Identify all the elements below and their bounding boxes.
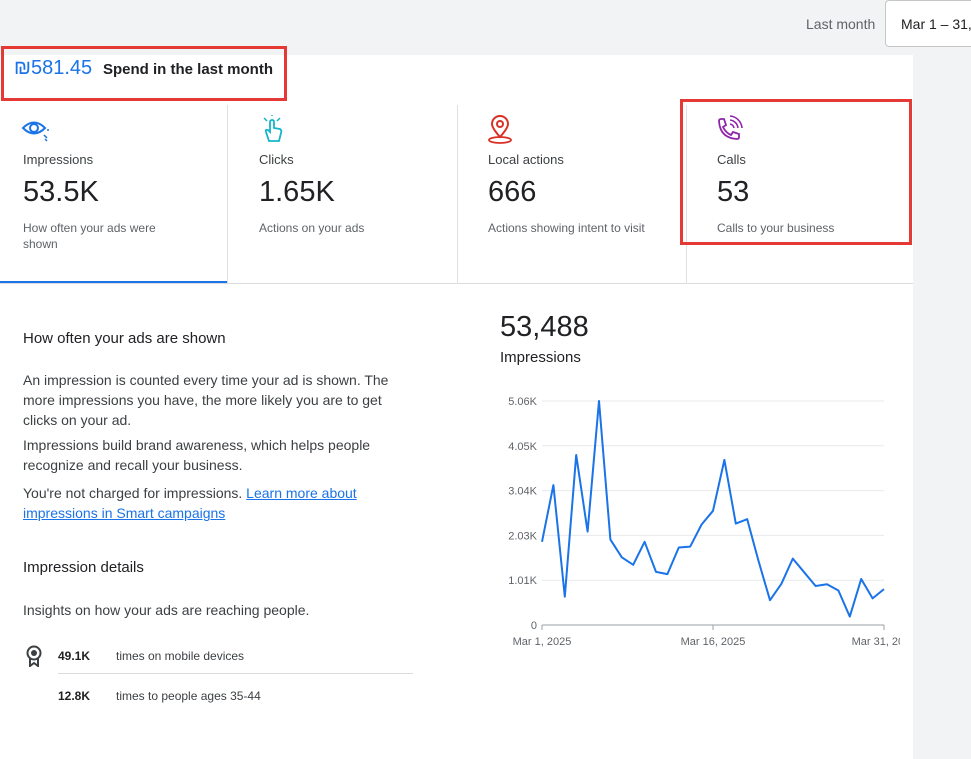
- metric-clicks[interactable]: Clicks 1.65K Actions on your ads: [228, 105, 457, 283]
- y-tick-label: 2.03K: [508, 530, 537, 542]
- impressions-line-chart: 0 1.01K 2.03K 3.04K 4.05K 5.06K Mar 1, 2025 Mar…: [508, 396, 900, 648]
- performance-card: [0, 55, 913, 759]
- x-tick-label: Mar 31, 2025: [852, 636, 900, 648]
- info-paragraph: An impression is counted every time your…: [23, 372, 389, 428]
- metric-description: Actions showing intent to visit: [488, 221, 645, 235]
- info-text: You're not charged for impressions.: [23, 485, 247, 501]
- x-tick-label: Mar 1, 2025: [513, 636, 572, 648]
- metric-value: 53.5K: [23, 176, 99, 208]
- metric-divider: [227, 105, 228, 283]
- eye-icon: [21, 121, 49, 142]
- period-label: Last month: [806, 16, 876, 32]
- metric-description: How often your ads were shown: [23, 221, 156, 251]
- pointer-click-icon: [263, 115, 283, 142]
- y-tick-label: 1.01K: [508, 575, 537, 587]
- metric-description: Actions on your ads: [259, 221, 365, 235]
- y-tick-label: 0: [531, 620, 537, 632]
- metric-value: 1.65K: [259, 176, 335, 208]
- spend-highlight-box: [1, 46, 287, 101]
- date-range-dropdown[interactable]: Mar 1 – 31, 2025: [885, 0, 971, 47]
- metric-divider: [457, 105, 458, 283]
- y-tick-label: 5.06K: [508, 396, 537, 408]
- metric-description: Calls to your business: [717, 221, 835, 235]
- learn-more-link[interactable]: Learn more about impressions in Smart ca…: [23, 485, 357, 521]
- y-tick-label: 3.04K: [508, 486, 537, 498]
- metric-label: Impressions: [23, 152, 94, 167]
- chart-label: Impressions: [500, 349, 581, 366]
- calls-highlight-box: [680, 99, 912, 245]
- metric-divider: [686, 105, 687, 283]
- phone-call-icon: [718, 115, 743, 140]
- top-bar: Last month Mar 1 – 31, 2025: [0, 0, 971, 55]
- detail-text: times on mobile devices: [116, 649, 245, 663]
- metric-impressions[interactable]: Impressions 53.5K How often your ads wer…: [0, 105, 227, 283]
- info-paragraph: Impressions build brand awareness, which…: [23, 437, 371, 473]
- x-tick-label: Mar 16, 2025: [681, 636, 746, 648]
- details-subtitle: Insights on how your ads are reaching pe…: [23, 602, 310, 618]
- metric-local-actions[interactable]: Local actions 666 Actions showing intent…: [458, 105, 686, 283]
- detail-value: 12.8K: [58, 689, 91, 703]
- details-title: Impression details: [23, 559, 144, 576]
- spend-label: Spend in the last month: [103, 61, 274, 78]
- detail-divider: [58, 673, 413, 674]
- metric-label: Calls: [717, 152, 746, 167]
- detail-value: 49.1K: [58, 649, 91, 663]
- badge-icon: [26, 645, 42, 667]
- location-pin-icon: [488, 115, 512, 144]
- selected-tab-indicator: [0, 281, 227, 284]
- metric-value: 666: [488, 176, 537, 208]
- detail-text: times to people ages 35-44: [116, 689, 261, 703]
- metric-calls[interactable]: Calls 53 Calls to your business: [687, 105, 913, 283]
- metric-label: Clicks: [259, 152, 294, 167]
- detail-row: 49.1K times on mobile devices: [23, 645, 413, 683]
- metric-label: Local actions: [488, 152, 564, 167]
- detail-row: 12.8K times to people ages 35-44: [23, 685, 413, 723]
- y-tick-label: 4.05K: [508, 441, 537, 453]
- metric-value: 53: [717, 176, 750, 208]
- info-title: How often your ads are shown: [23, 330, 226, 347]
- spend-amount: ₪581.45: [14, 57, 93, 79]
- chart-total: 53,488: [500, 311, 589, 343]
- info-paragraph: You're not charged for impressions. Lear…: [23, 483, 403, 523]
- impressions-series-line: [541, 400, 885, 618]
- metrics-divider: [0, 283, 913, 284]
